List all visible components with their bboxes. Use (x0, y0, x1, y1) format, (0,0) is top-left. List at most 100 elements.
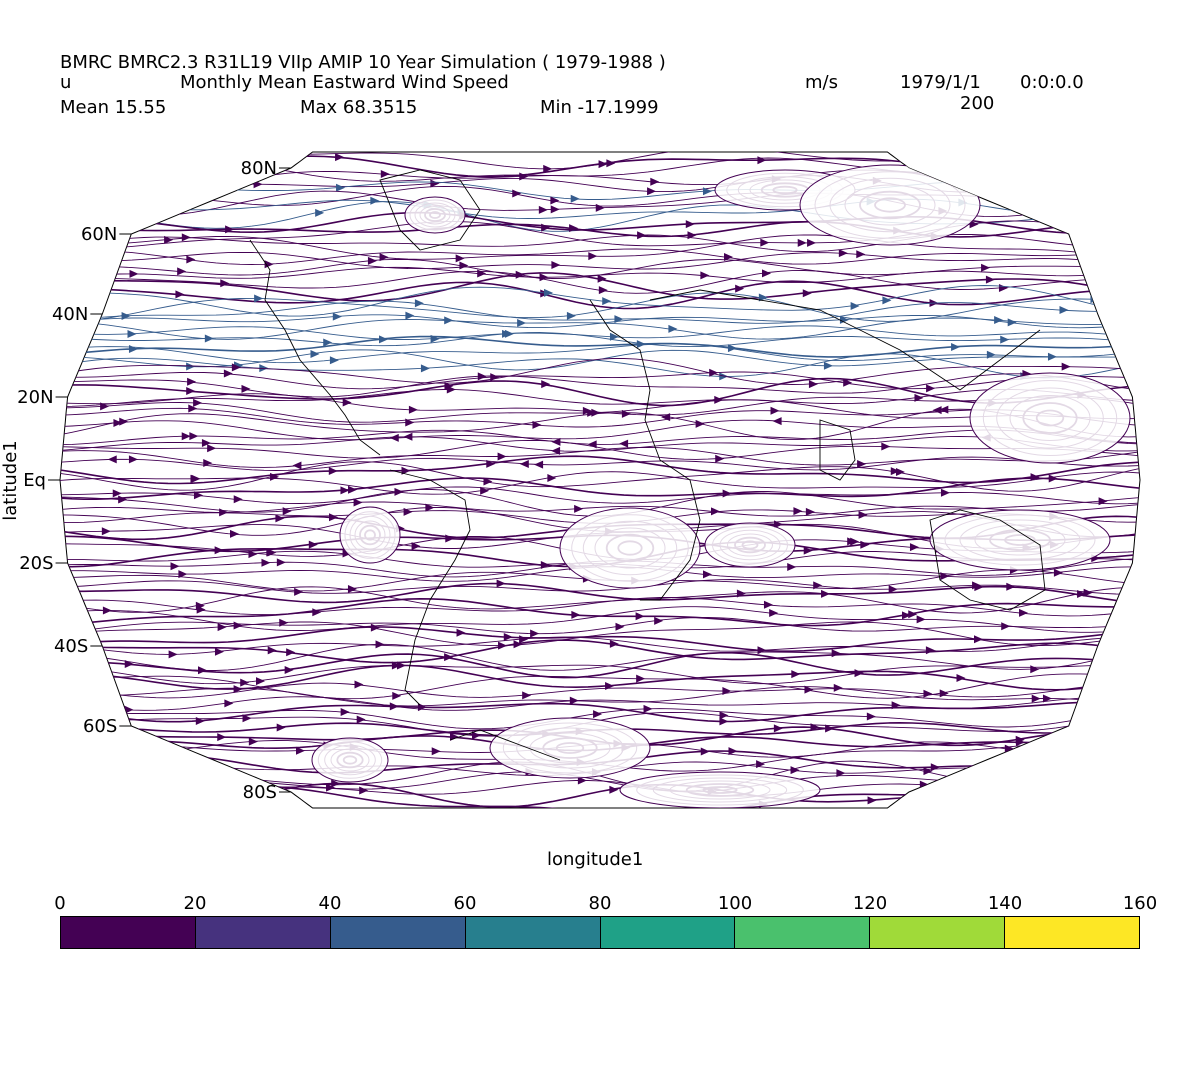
flow-arrow (939, 405, 949, 414)
coastline (819, 419, 856, 481)
streamline (60, 408, 1140, 441)
flow-arrow (1069, 172, 1079, 181)
colorbar-tick: 20 (183, 893, 207, 914)
flow-arrow (248, 737, 258, 746)
flow-arrow (201, 438, 211, 447)
variable-name: u (60, 72, 72, 93)
flow-arrow (602, 297, 612, 306)
mean-stat: Mean 15.55 (60, 97, 167, 118)
flow-arrow (129, 269, 139, 278)
flow-arrow (196, 605, 206, 614)
flow-arrow (477, 372, 487, 381)
colorbar-tick: 100 (717, 893, 753, 914)
flow-arrow (609, 785, 619, 794)
flow-arrow (1000, 335, 1010, 344)
flow-arrow (340, 486, 350, 495)
flow-arrow (455, 254, 465, 263)
coastline (389, 469, 471, 706)
flow-arrow (890, 467, 900, 476)
streamline (60, 300, 1140, 324)
flow-arrow (380, 169, 390, 178)
coastline (449, 729, 561, 761)
flow-arrow (964, 783, 974, 792)
streamline (60, 780, 1140, 797)
streamline (60, 325, 1140, 340)
flow-arrow (895, 468, 905, 477)
flow-arrow (189, 432, 199, 441)
coastline (929, 509, 1046, 611)
streamline (60, 234, 1140, 261)
flow-arrow (574, 504, 584, 513)
streamline (60, 248, 1140, 265)
flow-arrow (621, 409, 631, 418)
flow-arrow (261, 558, 271, 567)
flow-arrow (909, 543, 919, 552)
flow-arrow (1048, 474, 1058, 483)
flow-arrow (609, 332, 619, 341)
flow-arrow (715, 454, 725, 463)
flow-arrow (695, 419, 705, 428)
streamline (60, 477, 1140, 500)
flow-arrow (762, 269, 772, 278)
flow-arrow (186, 255, 196, 264)
flow-arrow (342, 398, 352, 407)
flow-arrow (972, 777, 982, 786)
coastline (589, 299, 701, 601)
vortex-ring (311, 737, 389, 783)
flow-arrow (225, 225, 235, 234)
flow-arrow (619, 439, 629, 448)
streamline (60, 436, 1140, 452)
flow-arrow (650, 177, 660, 186)
colorbar (60, 916, 1140, 949)
flow-arrow (540, 560, 550, 569)
flow-arrow (932, 406, 942, 415)
flow-arrow (530, 629, 540, 638)
flow-arrow (647, 187, 657, 196)
flow-arrow (231, 363, 241, 372)
flow-arrow (107, 455, 117, 464)
flow-arrow (354, 680, 364, 689)
streamline (60, 169, 1140, 186)
flow-arrow (431, 747, 441, 756)
flow-arrow (569, 224, 579, 233)
flow-arrow (233, 495, 243, 504)
flow-arrow (483, 477, 493, 486)
flow-arrow (459, 261, 469, 270)
lat-tick-label: 80S (243, 782, 277, 803)
flow-arrow (430, 179, 440, 188)
flow-arrow (532, 420, 542, 429)
flow-arrow (276, 723, 286, 732)
flow-arrow (127, 329, 137, 338)
streamline (60, 429, 1140, 446)
flow-arrow (486, 459, 496, 468)
flow-arrow (668, 324, 678, 333)
flow-arrow (1053, 568, 1063, 577)
flow-arrow (836, 769, 846, 778)
flow-arrow (810, 723, 820, 732)
flow-arrow (174, 788, 184, 797)
flow-arrow (446, 385, 456, 394)
streamline (60, 673, 1140, 700)
flow-arrow (347, 585, 357, 594)
min-stat: Min -17.1999 (540, 97, 659, 118)
flow-arrow (914, 393, 924, 402)
lat-tick-label: Eq (23, 470, 46, 491)
flow-arrow (128, 455, 138, 464)
flow-arrow (787, 562, 797, 571)
flow-arrow (939, 689, 949, 698)
flow-arrow (700, 271, 710, 280)
flow-arrow (1019, 608, 1029, 617)
streamline (60, 639, 1140, 664)
flow-arrow (856, 250, 866, 259)
latitude-ticks: 80N 60N 40N 20N Eq 20S 40S 60S 80S (17, 158, 292, 803)
streamline (60, 399, 1140, 423)
flow-arrow (702, 187, 712, 196)
flow-arrow (519, 172, 529, 181)
streamline (60, 682, 1140, 699)
streamline (60, 285, 1140, 317)
streamline (60, 343, 1140, 364)
flow-arrow (224, 699, 234, 708)
flow-arrow (336, 183, 346, 192)
flow-arrow (1077, 590, 1087, 599)
flow-arrow (940, 488, 950, 497)
